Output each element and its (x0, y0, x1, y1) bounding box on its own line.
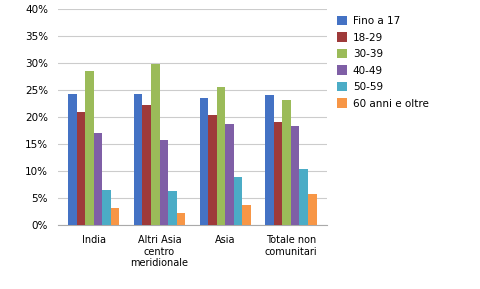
Bar (265, 95, 273, 225)
Legend: Fino a 17, 18-29, 30-39, 40-49, 50-59, 60 anni e oltre: Fino a 17, 18-29, 30-39, 40-49, 50-59, 6… (334, 14, 430, 111)
Bar (290, 126, 299, 225)
Bar (282, 100, 290, 225)
Bar (68, 94, 77, 225)
Bar (307, 194, 316, 225)
Bar (242, 205, 251, 225)
Bar (299, 168, 307, 225)
Bar (151, 64, 159, 225)
Bar (77, 112, 85, 225)
Bar (176, 214, 185, 225)
Bar (111, 208, 119, 225)
Bar (168, 191, 176, 225)
Bar (133, 94, 142, 225)
Bar (208, 115, 216, 225)
Bar (216, 87, 225, 225)
Bar (273, 123, 282, 225)
Bar (94, 133, 102, 225)
Bar (199, 98, 208, 225)
Bar (233, 177, 242, 225)
Bar (102, 190, 111, 225)
Bar (225, 124, 233, 225)
Bar (159, 140, 168, 225)
Bar (85, 71, 94, 225)
Bar (142, 105, 151, 225)
